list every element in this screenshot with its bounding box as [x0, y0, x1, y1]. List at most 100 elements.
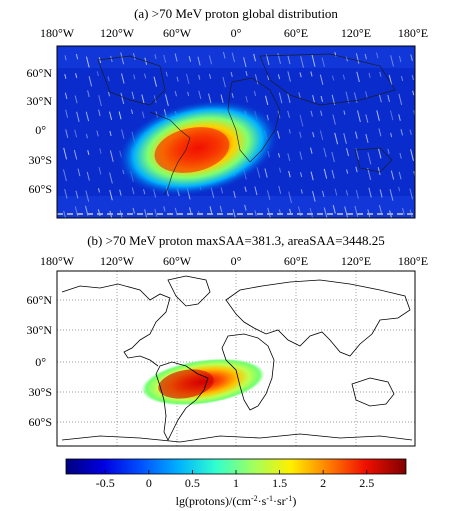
panel-a-frame: [56, 45, 416, 219]
orbit-track-streak: [390, 55, 394, 67]
colorbar-tick-label: -0.5: [96, 476, 115, 490]
orbit-track-streak: [153, 95, 157, 104]
orbit-track-streak: [377, 167, 381, 176]
colorbar-tick-label: 0.5: [185, 476, 200, 490]
orbit-track-streak: [312, 190, 316, 202]
orbit-track-streak: [400, 129, 404, 136]
panel-a-coastlines: [97, 53, 396, 196]
orbit-track-streak: [355, 166, 358, 173]
orbit-track-streak: [400, 75, 404, 82]
colorbar-label: lg(protons)/(cm-2·s-1·sr-1): [176, 494, 297, 508]
orbit-track-streak: [231, 93, 234, 99]
panel-a-title: (a) >70 MeV proton global distribution: [134, 6, 338, 21]
orbit-track-streak: [222, 76, 226, 88]
orbit-track-streak: [368, 187, 372, 198]
panel-b: (b) >70 MeV proton maxSAA=381.3, areaSAA…: [27, 233, 428, 447]
orbit-track-streak: [398, 55, 402, 63]
orbit-track-streak: [378, 128, 382, 137]
orbit-track-streak: [99, 148, 102, 154]
orbit-track-streak: [342, 74, 346, 80]
orbit-track-streak: [85, 56, 90, 68]
orbit-track-streak: [343, 133, 347, 144]
panel-a-xtick: 0°: [231, 26, 242, 40]
orbit-track-streak: [365, 91, 368, 98]
orbit-track-streak: [243, 57, 247, 68]
orbit-track-streak: [87, 90, 90, 98]
orbit-track-streak: [389, 210, 393, 218]
orbit-track-streak: [198, 74, 201, 80]
orbit-track-streak: [176, 76, 179, 82]
orbit-track-streak: [398, 114, 401, 121]
panel-b-xtick: 180°W: [40, 254, 75, 268]
orbit-track-streak: [345, 190, 349, 196]
orbit-track-streak: [109, 210, 113, 218]
orbit-track-streak: [387, 94, 390, 102]
orbit-track-streak: [287, 55, 291, 65]
panel-b-title: (b) >70 MeV proton maxSAA=381.3, areaSAA…: [87, 233, 385, 248]
orbit-track-streak: [64, 74, 67, 79]
south-america-coast: [155, 361, 209, 441]
orbit-track-streak: [379, 71, 382, 77]
orbit-track-streak: [131, 187, 135, 195]
orbit-track-streak: [320, 110, 323, 117]
orbit-track-streak: [230, 71, 233, 77]
panel-b-ytick: 0°: [35, 355, 46, 369]
orbit-track-streak: [96, 71, 99, 77]
orbit-track-streak: [287, 71, 291, 82]
orbit-track-streak: [144, 73, 147, 79]
orbit-track-streak: [153, 76, 158, 87]
orbit-track-streak: [319, 130, 324, 141]
orbit-track-streak: [355, 53, 360, 64]
orbit-track-streak: [233, 190, 236, 198]
panel-a-ytick: 60°S: [29, 182, 52, 196]
orbit-track-streak: [141, 94, 145, 104]
orbit-track-streak: [265, 54, 270, 66]
orbit-track-streak: [278, 153, 281, 158]
colorbar-tick-label: 2: [320, 476, 326, 490]
orbit-track-streak: [244, 204, 247, 211]
orbit-track-streak: [398, 93, 403, 105]
orbit-track-streak: [334, 188, 338, 196]
orbit-track-streak: [345, 56, 348, 62]
orbit-track-streak: [365, 133, 369, 143]
orbit-track-streak: [331, 151, 335, 163]
colorbar-tick-label: 2.5: [359, 476, 374, 490]
panel-b-saa-core: [158, 369, 214, 399]
orbit-track-streak: [208, 55, 213, 65]
orbit-track-streak: [399, 152, 402, 159]
orbit-track-streak: [332, 114, 336, 125]
orbit-track-streak: [376, 110, 380, 121]
orbit-track-streak: [321, 57, 325, 67]
orbit-track-streak: [332, 204, 336, 214]
orbit-track-streak: [86, 171, 90, 181]
orbit-track-streak: [121, 73, 125, 84]
orbit-track-streak: [409, 188, 414, 200]
orbit-track-streak: [109, 150, 114, 162]
orbit-track-streak: [174, 207, 178, 216]
orbit-track-streak: [278, 185, 282, 194]
orbit-track-streak: [131, 91, 135, 100]
orbit-track-streak: [96, 130, 99, 137]
orbit-track-streak: [310, 171, 314, 181]
orbit-track-streak: [208, 73, 212, 79]
orbit-track-streak: [119, 189, 122, 196]
orbit-track-streak: [75, 73, 78, 78]
orbit-track-streak: [343, 110, 346, 115]
orbit-track-streak: [319, 74, 324, 85]
colorbar-ticks: -0.5 0 0.5 1 1.5 2 2.5: [96, 470, 374, 490]
orbit-track-streak: [163, 206, 166, 212]
orbit-track-streak: [300, 56, 304, 68]
colorbar-tick-label: 1.5: [272, 476, 287, 490]
orbit-track-streak: [209, 206, 213, 214]
orbit-track-streak: [264, 168, 268, 178]
orbit-track-streak: [254, 74, 259, 85]
panel-a-ytick: 0°: [35, 123, 46, 137]
orbit-track-streak: [74, 95, 78, 104]
orbit-track-streak: [412, 90, 415, 96]
orbit-track-streak: [97, 188, 100, 193]
colorbar-tick-label: 1: [233, 476, 239, 490]
panel-a-xtick: 120°W: [100, 26, 135, 40]
orbit-track-streak: [88, 76, 93, 87]
orbit-track-streak: [266, 190, 271, 200]
